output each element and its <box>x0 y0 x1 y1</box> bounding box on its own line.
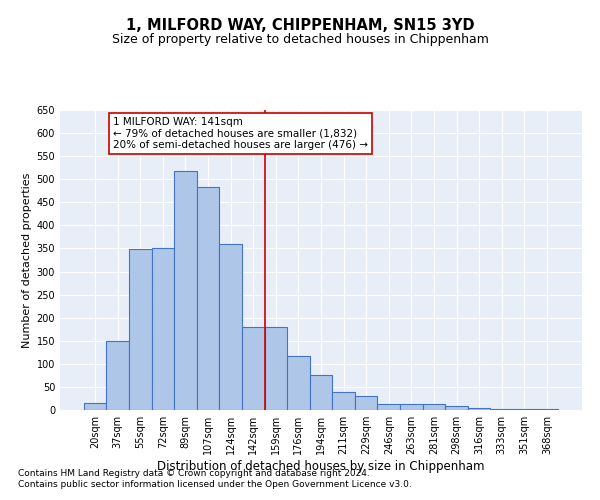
Bar <box>377 404 400 410</box>
Bar <box>84 403 106 410</box>
Bar <box>242 327 265 410</box>
Text: Contains HM Land Registry data © Crown copyright and database right 2024.: Contains HM Land Registry data © Crown c… <box>18 468 370 477</box>
Bar <box>287 356 310 410</box>
Text: 1 MILFORD WAY: 141sqm
← 79% of detached houses are smaller (1,832)
20% of semi-d: 1 MILFORD WAY: 141sqm ← 79% of detached … <box>113 117 368 150</box>
Bar <box>332 392 355 410</box>
Bar <box>220 244 242 410</box>
Bar <box>468 408 490 410</box>
Bar <box>174 172 197 410</box>
Bar <box>445 406 468 410</box>
Bar <box>197 187 220 410</box>
Bar <box>152 248 174 410</box>
Text: Contains public sector information licensed under the Open Government Licence v3: Contains public sector information licen… <box>18 480 412 489</box>
Bar <box>310 375 332 410</box>
X-axis label: Distribution of detached houses by size in Chippenham: Distribution of detached houses by size … <box>157 460 485 473</box>
Bar <box>106 341 129 410</box>
Bar <box>265 327 287 410</box>
Bar <box>400 404 422 410</box>
Text: 1, MILFORD WAY, CHIPPENHAM, SN15 3YD: 1, MILFORD WAY, CHIPPENHAM, SN15 3YD <box>126 18 474 32</box>
Text: Size of property relative to detached houses in Chippenham: Size of property relative to detached ho… <box>112 32 488 46</box>
Bar <box>422 404 445 410</box>
Bar <box>490 408 513 410</box>
Bar <box>355 396 377 410</box>
Y-axis label: Number of detached properties: Number of detached properties <box>22 172 32 348</box>
Bar <box>513 408 536 410</box>
Bar <box>129 250 152 410</box>
Bar <box>536 408 558 410</box>
